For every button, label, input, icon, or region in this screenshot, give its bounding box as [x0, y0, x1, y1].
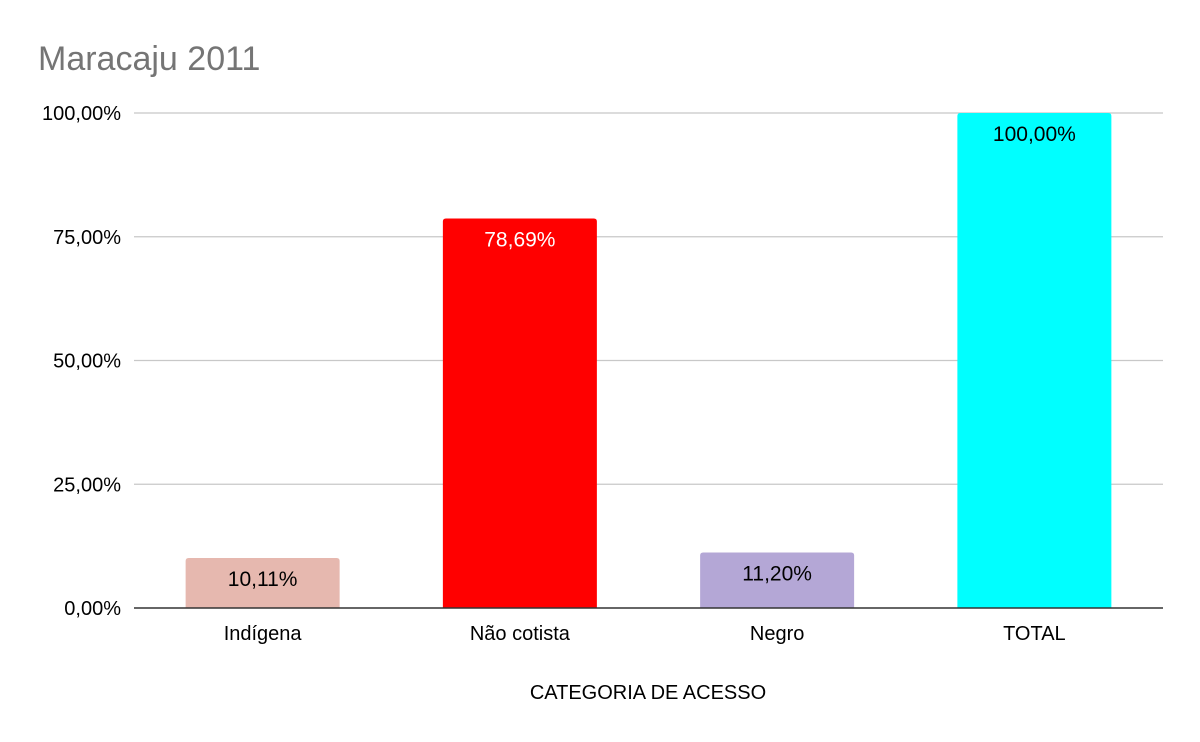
- y-tick-label: 50,00%: [53, 351, 121, 373]
- x-tick-label: Negro: [750, 623, 804, 645]
- bar-não-cotista: [442, 218, 597, 608]
- bars: [185, 113, 1112, 608]
- bar-negro: [700, 552, 855, 608]
- bar-total: [957, 113, 1112, 608]
- y-axis-tick-labels: 0,00% 25,00% 50,00% 75,00% 100,00%: [42, 103, 121, 620]
- data-labels: 10,11% 78,69% 11,20% 100,00%: [228, 123, 1076, 591]
- y-tick-label: 100,00%: [42, 103, 121, 125]
- data-label: 100,00%: [993, 123, 1076, 146]
- x-tick-label: TOTAL: [1003, 623, 1066, 645]
- y-tick-label: 0,00%: [64, 598, 121, 620]
- bar-indígena: [185, 557, 340, 608]
- data-label: 78,69%: [484, 228, 555, 251]
- x-axis-tick-labels: Indígena Não cotista Negro TOTAL: [224, 623, 1066, 645]
- y-tick-label: 25,00%: [53, 474, 121, 496]
- x-tick-label: Não cotista: [470, 623, 571, 645]
- x-tick-label: Indígena: [224, 623, 303, 645]
- data-label: 10,11%: [228, 568, 298, 591]
- x-axis-title: CATEGORIA DE ACESSO: [530, 682, 766, 704]
- y-tick-label: 75,00%: [53, 227, 121, 249]
- data-label: 11,20%: [742, 563, 812, 586]
- chart-title: Maracaju 2011: [38, 40, 260, 78]
